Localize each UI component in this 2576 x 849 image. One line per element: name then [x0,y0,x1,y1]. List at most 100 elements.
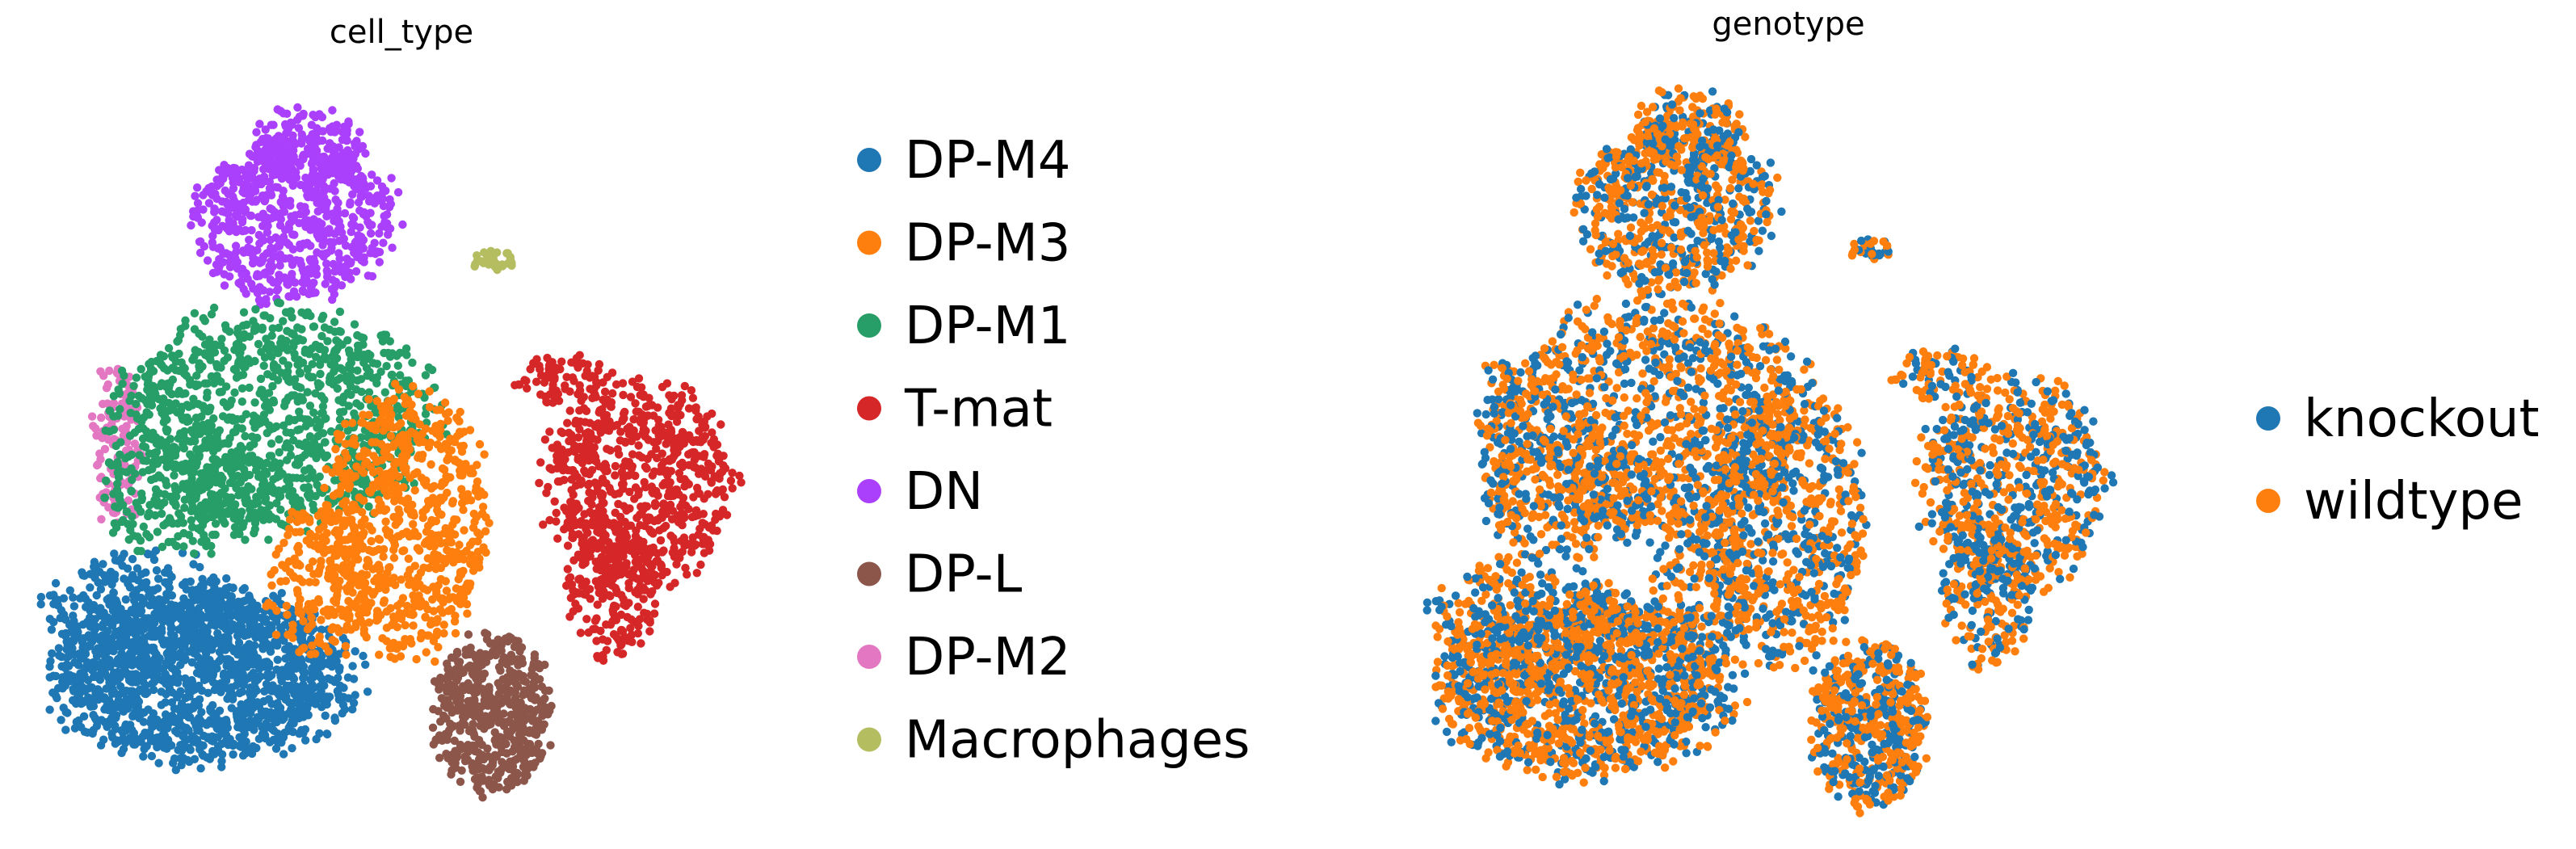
point-dp-m1 [132,373,141,382]
point-dp-m3 [430,542,439,551]
point-dp-m1 [309,408,318,417]
point-dp-m4 [108,719,117,728]
point-dn [246,211,256,221]
point-dp-m3 [327,625,336,634]
point-dn [351,142,359,151]
point-dp-m1 [323,337,332,346]
point-dn [379,187,388,196]
point-dp-m4 [221,586,229,595]
point-dp-m1 [125,431,135,440]
point-dp-m4 [99,735,108,744]
point-dp-m3 [382,469,391,478]
point-dn [357,238,366,247]
point-dn [308,137,317,146]
point-dp-m1 [218,510,228,519]
point-dn [218,221,227,230]
point-dp-m3 [476,531,485,540]
point-dp-m3 [359,528,368,537]
point-dp-m4 [62,660,71,670]
point-dp-m1 [127,487,136,496]
point-dp-m3 [342,650,351,659]
point-dp-m4 [179,610,188,620]
point-dp-m1 [115,490,124,500]
point-dp-m4 [51,578,61,588]
point-dp-m3 [417,628,426,638]
point-dp-m4 [139,752,148,761]
point-dp-m4 [119,637,128,646]
point-dp-m4 [321,711,330,721]
point-dn [275,236,284,245]
point-dp-m4 [112,599,122,608]
point-dp-m3 [426,438,435,448]
point-dn [301,208,310,216]
point-dp-m3 [400,546,409,555]
point-dp-m3 [347,418,357,427]
point-dp-m1 [179,519,187,527]
point-dp-m4 [86,702,95,711]
point-dp-m4 [159,640,168,649]
point-dn [220,281,229,290]
point-dp-m4 [137,607,146,616]
point-dp-m1 [177,402,187,411]
point-dp-m3 [388,442,397,452]
point-dp-m1 [232,373,242,382]
point-dp-m4 [315,729,324,738]
point-dn [387,174,396,183]
point-dp-m1 [259,311,268,320]
point-dp-m1 [293,426,302,435]
point-dp-m1 [313,449,322,458]
point-dp-m3 [294,604,304,613]
point-dp-m3 [363,556,372,565]
point-dp-m4 [97,658,106,667]
point-dp-m1 [114,385,123,394]
point-dp-m3 [401,411,411,420]
point-dp-m4 [111,570,120,579]
point-dp-m3 [431,657,439,666]
point-dp-m1 [279,356,288,365]
point-dp-m1 [205,471,214,481]
point-dn [269,252,278,261]
point-dn [283,279,292,288]
point-dp-m1 [305,494,314,502]
point-dp-m3 [267,570,275,579]
point-dp-m4 [195,562,204,572]
point-dp-m1 [311,474,320,484]
point-dp-m1 [311,340,321,350]
point-dn [315,158,324,167]
point-dp-m4 [351,691,359,700]
point-dp-m1 [267,439,276,448]
point-dp-m1 [237,424,246,433]
point-dp-m1 [250,356,259,366]
point-dp-m4 [179,739,188,748]
point-dp-m1 [156,351,166,359]
point-dp-m3 [414,389,422,398]
point-dp-m3 [386,431,396,440]
point-dp-m4 [236,619,246,628]
point-dp-m3 [477,509,487,519]
point-dp-m4 [119,700,128,709]
point-dp-m3 [434,551,443,560]
point-dp-m3 [427,460,435,469]
point-dp-m4 [269,591,278,600]
point-dp-m4 [164,654,173,662]
point-dp-m1 [378,337,388,346]
point-dp-m3 [364,395,373,404]
point-dp-m1 [267,352,276,361]
point-dp-m3 [364,522,374,531]
point-dn [359,181,368,190]
point-dp-m1 [246,499,255,508]
point-dp-m1 [255,457,264,466]
point-dp-m3 [441,577,450,586]
point-dp-m3 [386,603,395,613]
point-dp-m4 [340,705,350,714]
point-dp-m1 [217,439,227,448]
point-dn [325,225,334,233]
point-dp-m4 [198,593,207,603]
point-dp-m3 [430,481,439,490]
point-dn [358,141,368,151]
point-dp-m4 [195,726,204,735]
point-dp-m4 [276,670,285,679]
point-dp-m1 [237,397,246,406]
point-dp-m4 [187,677,197,687]
point-dp-m4 [109,640,119,649]
